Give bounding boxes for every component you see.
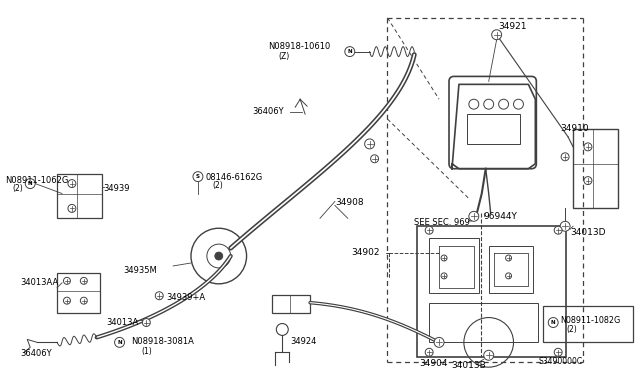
Text: 34902: 34902 (352, 248, 380, 257)
Circle shape (554, 348, 562, 356)
Text: N08911-1082G: N08911-1082G (560, 315, 620, 325)
Text: 34013AA: 34013AA (20, 278, 58, 287)
Circle shape (561, 153, 569, 161)
Text: (2): (2) (213, 181, 223, 190)
Bar (573, 129, 618, 208)
Circle shape (345, 46, 355, 57)
Text: 34013A: 34013A (107, 318, 139, 327)
Bar (429, 238, 479, 293)
Circle shape (81, 297, 87, 304)
Bar (57, 273, 100, 312)
Text: N08918-10610: N08918-10610 (268, 42, 331, 51)
Text: 34924: 34924 (290, 337, 317, 346)
Circle shape (63, 278, 70, 284)
Text: 34939+A: 34939+A (166, 293, 205, 302)
Circle shape (68, 180, 76, 187)
Circle shape (68, 205, 76, 212)
Text: 34013D: 34013D (570, 228, 605, 237)
Circle shape (584, 143, 592, 151)
Text: N: N (348, 49, 352, 54)
Text: (2): (2) (566, 326, 577, 334)
Text: 34935M: 34935M (124, 266, 157, 275)
Text: 96944Y: 96944Y (484, 212, 518, 221)
Text: N: N (551, 320, 556, 325)
Circle shape (425, 226, 433, 234)
Circle shape (506, 273, 511, 279)
Circle shape (371, 155, 378, 163)
Circle shape (506, 255, 511, 261)
Text: SEE SEC. 969: SEE SEC. 969 (414, 218, 470, 227)
Circle shape (81, 278, 87, 284)
Bar (543, 306, 632, 342)
Text: 34904: 34904 (419, 359, 448, 368)
Circle shape (156, 292, 163, 300)
Circle shape (554, 226, 562, 234)
Text: N: N (117, 340, 122, 345)
Text: 34921: 34921 (499, 22, 527, 31)
Circle shape (469, 211, 479, 221)
Text: 36406Y: 36406Y (253, 107, 284, 116)
Circle shape (548, 318, 558, 327)
Circle shape (584, 177, 592, 185)
Text: S3490000C: S3490000C (538, 357, 582, 366)
Text: 34908: 34908 (335, 199, 364, 208)
Circle shape (560, 221, 570, 231)
Text: S: S (196, 174, 200, 179)
Bar (57, 174, 102, 218)
Circle shape (142, 318, 150, 327)
Text: 34910: 34910 (560, 124, 589, 133)
Circle shape (492, 30, 502, 40)
Text: N08918-3081A: N08918-3081A (131, 337, 195, 346)
Circle shape (193, 172, 203, 182)
Text: 08146-6162G: 08146-6162G (206, 173, 263, 182)
Bar (417, 226, 566, 357)
Bar (467, 114, 520, 144)
Text: N: N (28, 181, 33, 186)
Circle shape (441, 255, 447, 261)
Text: N08911-1062G: N08911-1062G (5, 176, 68, 185)
Text: (2): (2) (12, 184, 23, 193)
Text: 36406Y: 36406Y (20, 349, 52, 358)
Bar (273, 295, 310, 312)
Bar (489, 246, 533, 293)
Text: 34013B: 34013B (451, 361, 486, 370)
Circle shape (63, 297, 70, 304)
Circle shape (215, 252, 223, 260)
Circle shape (365, 139, 374, 149)
Circle shape (25, 179, 35, 189)
Text: (Z): (Z) (278, 52, 289, 61)
Circle shape (441, 273, 447, 279)
Circle shape (434, 337, 444, 347)
Circle shape (115, 337, 125, 347)
Circle shape (484, 350, 493, 360)
Circle shape (425, 348, 433, 356)
Text: (1): (1) (141, 347, 152, 356)
Text: 34939: 34939 (104, 184, 130, 193)
Bar (429, 303, 538, 342)
